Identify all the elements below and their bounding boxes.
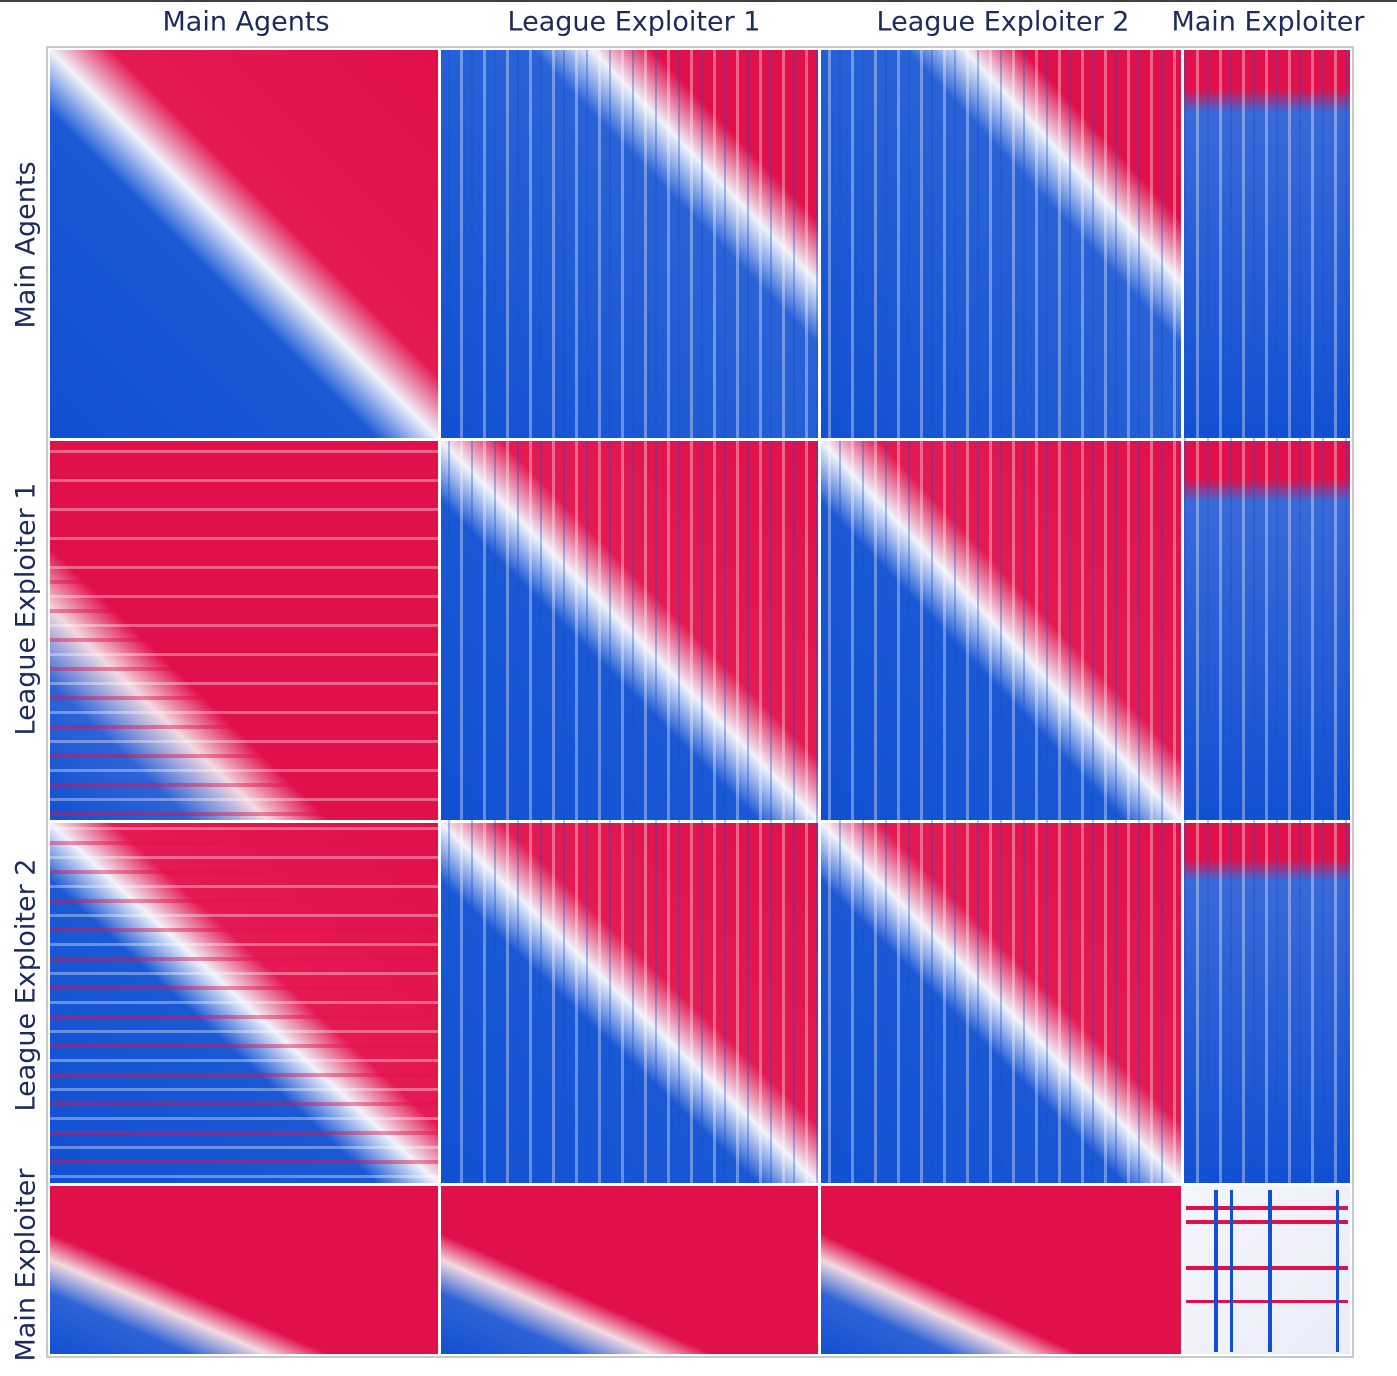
texture [1184, 50, 1350, 1183]
texture [50, 441, 438, 1183]
column-label: Main Agents [162, 7, 329, 38]
heatmap [50, 50, 1350, 1354]
column-labels: Main Agents League Exploiter 1 League Ex… [162, 7, 1365, 38]
row-label: Main Exploiter [11, 1168, 42, 1362]
block [50, 1186, 438, 1354]
block [50, 50, 438, 438]
row-label: League Exploiter 2 [11, 859, 42, 1112]
column-label: Main Exploiter [1171, 7, 1365, 38]
row-labels: Main Agents League Exploiter 1 League Ex… [11, 161, 42, 1361]
block [821, 1186, 1181, 1354]
block [441, 1186, 818, 1354]
texture [441, 50, 1181, 438]
row-label: League Exploiter 1 [11, 483, 42, 736]
main-exploiter-lines [1186, 1190, 1348, 1352]
column-label: League Exploiter 1 [508, 7, 761, 38]
texture [441, 441, 1181, 1183]
column-label: League Exploiter 2 [877, 7, 1130, 38]
row-label: Main Agents [11, 161, 42, 328]
